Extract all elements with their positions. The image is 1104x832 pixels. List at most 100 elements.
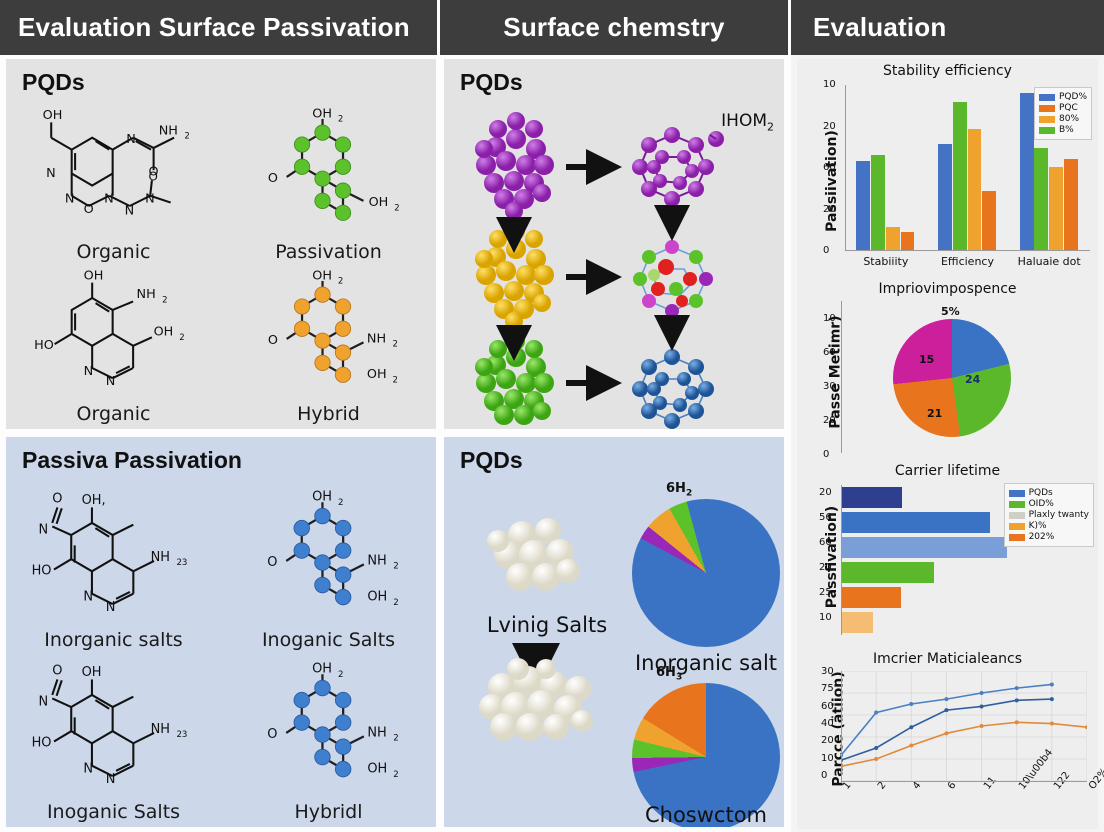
- y-tick: 10: [823, 79, 836, 90]
- pie-slice-label: 5%: [941, 305, 960, 318]
- bar: [967, 129, 982, 251]
- y-tick: 60: [823, 347, 836, 358]
- legend-item: PQD%: [1039, 92, 1087, 102]
- molecule-cell: OH N N NH 2 O N O N N N O Organic: [6, 105, 221, 267]
- svg-text:23: 23: [176, 558, 187, 568]
- molecule-caption: Hybridl: [294, 801, 363, 823]
- svg-text:NH: NH: [159, 123, 178, 138]
- x-axis-line: [845, 250, 1090, 251]
- svg-text:23: 23: [176, 730, 187, 740]
- molecule-cell: OH 2 O NH 2 OH 2 Hybridl: [221, 655, 436, 827]
- line-series: [841, 721, 1087, 768]
- legend-swatch: [1039, 104, 1055, 112]
- column-header-right: Evaluation: [791, 0, 1104, 55]
- svg-text:2: 2: [162, 295, 167, 305]
- data-point: [1014, 686, 1019, 691]
- chart-stability-efficiency: Stability efficiency Passiivation) PQD% P…: [797, 59, 1098, 303]
- panel-label-left-top: PQDs: [22, 69, 85, 95]
- svg-text:OH: OH: [312, 269, 332, 283]
- line-plot-area: [841, 671, 1087, 781]
- bar: [952, 102, 967, 251]
- svg-text:OH: OH: [43, 108, 63, 123]
- arrow-down-icon: [496, 205, 690, 361]
- legend-item: PQC: [1039, 103, 1087, 113]
- bar: [841, 587, 901, 608]
- y-tick: 20: [823, 120, 836, 132]
- panel-right-charts: Stability efficiency Passiivation) PQD% P…: [791, 55, 1104, 832]
- data-point: [1014, 720, 1019, 725]
- legend-item: 80%: [1039, 114, 1087, 124]
- svg-text:N: N: [145, 192, 155, 207]
- salt-cluster-large: [479, 658, 593, 741]
- panel-mid-top: PQDs: [444, 59, 784, 429]
- svg-text:N: N: [38, 522, 48, 537]
- legend-swatch: [1008, 489, 1025, 497]
- svg-text:N: N: [38, 694, 48, 709]
- legend-item: K)%: [1008, 521, 1089, 531]
- flow-label-salts: Lvinig Salts: [486, 613, 608, 637]
- molecule-caption: Organic: [76, 241, 151, 263]
- pie-caption: Choswctom: [644, 803, 768, 827]
- bar: [885, 227, 900, 251]
- bar: [1049, 167, 1064, 251]
- svg-text:2: 2: [393, 562, 398, 572]
- svg-text:2: 2: [393, 770, 398, 780]
- data-point: [944, 697, 949, 702]
- svg-text:2: 2: [184, 132, 189, 142]
- ball-and-stick-structure-icon: OH 2 O NH 2 OH 2: [268, 269, 398, 385]
- svg-text:O: O: [148, 164, 158, 179]
- pie-graphic: [893, 319, 1011, 437]
- bar-plot-area: [845, 85, 1090, 251]
- chart-carrier-lifetime: Carrier lifetime Passfivation) PQDs OID% P…: [797, 459, 1098, 655]
- data-point: [874, 757, 879, 761]
- panel-label-mid-top: PQDs: [460, 69, 523, 95]
- skeletal-structure-icon: OH NH 2 HO OH 2 NN: [34, 269, 184, 389]
- arrow-icon: [566, 149, 622, 401]
- svg-text:OH: OH: [82, 665, 102, 680]
- ball-and-stick-structure-icon: OH 2 O OH 2: [268, 107, 400, 221]
- svg-text:N: N: [126, 132, 136, 147]
- chart-title: Imcrier Maticialeancs: [872, 651, 1023, 667]
- bar: [841, 562, 934, 583]
- bar: [938, 143, 952, 251]
- data-point: [979, 724, 984, 728]
- data-point: [909, 743, 914, 748]
- legend-label: K)%: [1028, 521, 1047, 531]
- legend-label: 80%: [1059, 114, 1080, 124]
- svg-text:OH: OH: [367, 590, 387, 605]
- molecule-grid-left-top: OH N N NH 2 O N O N N N O Organic: [6, 105, 436, 429]
- y-tick: 75: [821, 683, 834, 695]
- bar: [841, 537, 1007, 558]
- molecule-cell: OH 2 O NH 2 OH 2 Hybrid: [221, 267, 436, 429]
- nanoparticle-flow-diagram: [475, 112, 724, 429]
- svg-text:NH: NH: [151, 550, 170, 565]
- svg-text:OH: OH: [312, 662, 332, 677]
- y-axis-line: [845, 85, 846, 251]
- svg-text:OH: OH: [154, 325, 174, 340]
- svg-text:N: N: [83, 762, 93, 777]
- legend-label: Plaxly twanty: [1028, 510, 1089, 520]
- svg-text:OH: OH: [367, 762, 387, 777]
- chart-legend: PQDs OID% Plaxly twanty K)% 202%: [1003, 483, 1094, 547]
- bar: [871, 154, 885, 251]
- bar: [1034, 148, 1049, 251]
- bar: [900, 232, 915, 251]
- y-tick: 10: [823, 313, 836, 324]
- y-tick: 60: [823, 162, 836, 173]
- y-tick: 30: [821, 666, 834, 677]
- bar: [1019, 92, 1034, 251]
- svg-text:2: 2: [394, 203, 399, 213]
- svg-text:NH: NH: [367, 725, 386, 740]
- svg-text:N: N: [125, 204, 135, 219]
- svg-text:HO: HO: [32, 736, 52, 751]
- nanoparticle-cage-mixed: [633, 240, 713, 318]
- svg-text:2: 2: [393, 375, 398, 385]
- panel-mid-bottom: PQDs: [444, 437, 784, 827]
- svg-text:2: 2: [338, 277, 343, 287]
- svg-text:OH: OH: [369, 195, 389, 210]
- legend-item: B%: [1039, 125, 1087, 135]
- molecule-caption: Inorganic salts: [44, 629, 183, 651]
- svg-text:OH: OH: [84, 269, 104, 283]
